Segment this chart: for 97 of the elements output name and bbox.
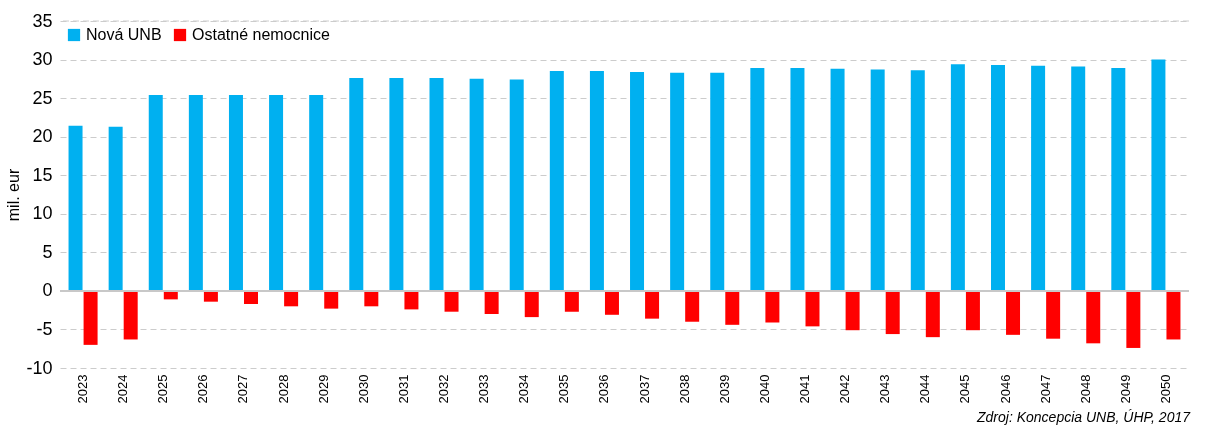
bar [925, 290, 940, 338]
bar [309, 95, 324, 291]
bar [670, 72, 685, 291]
bar [1151, 59, 1166, 291]
x-tick-label: 2036 [596, 374, 612, 404]
x-tick-label: 2045 [957, 374, 973, 404]
y-tick-label: 15 [32, 164, 53, 185]
bar [910, 70, 925, 291]
x-tick-label: 2037 [636, 374, 652, 404]
bar [830, 68, 845, 291]
bar [725, 290, 740, 325]
bar [1126, 290, 1141, 348]
y-tick-label: 35 [32, 10, 53, 31]
bar [885, 290, 900, 335]
x-tick-label: 2041 [796, 374, 812, 404]
x-tick-label: 2024 [115, 374, 131, 404]
x-tick-label: 2023 [75, 374, 91, 404]
y-tick-label: 0 [42, 280, 53, 301]
x-tick-label: 2026 [195, 374, 211, 404]
bar [990, 64, 1005, 291]
legend-label: Ostatné nemocnice [192, 26, 330, 43]
bar [484, 290, 499, 315]
bar [68, 125, 83, 291]
bar [1031, 65, 1046, 291]
bar [765, 290, 780, 323]
bar [645, 290, 660, 319]
bar [965, 290, 980, 331]
bar [845, 290, 860, 331]
bar [1046, 290, 1061, 339]
y-tick-label: 20 [32, 126, 53, 147]
x-tick-label: 2039 [716, 374, 732, 404]
x-tick-label: 2043 [877, 374, 893, 404]
bar [1086, 290, 1101, 344]
x-tick-label: 2040 [756, 374, 772, 404]
x-tick-label: 2034 [516, 374, 532, 404]
bar [509, 79, 524, 291]
bar [123, 290, 138, 340]
x-tick-label: 2027 [235, 374, 251, 404]
bar [349, 78, 364, 291]
x-tick-label: 2046 [997, 374, 1013, 404]
x-tick-label: 2048 [1077, 374, 1093, 404]
x-tick-label: 2028 [275, 374, 291, 404]
y-tick-label: 30 [32, 49, 53, 70]
bar [805, 290, 820, 327]
bar [83, 290, 98, 345]
bar [364, 290, 379, 307]
bar [284, 290, 299, 307]
x-tick-label: 2047 [1037, 374, 1053, 404]
y-tick-label: 25 [32, 87, 53, 108]
bar [324, 290, 339, 309]
bar [604, 290, 619, 315]
bar [589, 71, 604, 291]
x-tick-label: 2029 [315, 374, 331, 404]
x-tick-label: 2035 [556, 374, 572, 404]
bar [269, 95, 284, 291]
x-tick-label: 2042 [837, 374, 853, 404]
x-tick-label: 2049 [1117, 374, 1133, 404]
x-tick-label: 2031 [395, 374, 411, 404]
legend-label: Nová UNB [86, 26, 162, 43]
bar [870, 69, 885, 291]
x-tick-label: 2025 [155, 374, 171, 404]
bar [1071, 66, 1086, 291]
bar [389, 78, 404, 291]
x-tick-label: 2038 [676, 374, 692, 404]
bar [950, 64, 965, 291]
x-tick-label: 2044 [917, 374, 933, 404]
bar [685, 290, 700, 322]
y-tick-label: 10 [32, 203, 53, 224]
x-tick-label: 2032 [436, 374, 452, 404]
bar [429, 78, 444, 291]
y-tick-label: -10 [26, 357, 53, 378]
x-tick-label: 2033 [476, 374, 492, 404]
bar [444, 290, 459, 312]
bar [188, 95, 203, 291]
bar [1006, 290, 1021, 335]
x-tick-label: 2030 [355, 374, 371, 404]
bar [710, 72, 725, 291]
y-tick-label: 5 [42, 241, 53, 262]
x-tick-label: 2050 [1157, 374, 1173, 404]
y-tick-label: -5 [36, 318, 53, 339]
bar [790, 68, 805, 291]
bar [469, 78, 484, 291]
bar [564, 290, 579, 312]
bar [203, 290, 218, 302]
bar [750, 68, 765, 291]
bar [549, 71, 564, 291]
bar [630, 71, 645, 291]
bar [404, 290, 419, 310]
bar [1166, 290, 1181, 340]
bar [108, 126, 123, 291]
bar [524, 290, 539, 318]
bar [228, 95, 243, 291]
text: Zdroj: Koncepcia UNB, ÚHP, 2017 [976, 408, 1192, 425]
bar [1111, 68, 1126, 291]
bar [148, 95, 163, 291]
y-axis-title: mil. eur [5, 168, 23, 222]
bar [244, 290, 259, 304]
